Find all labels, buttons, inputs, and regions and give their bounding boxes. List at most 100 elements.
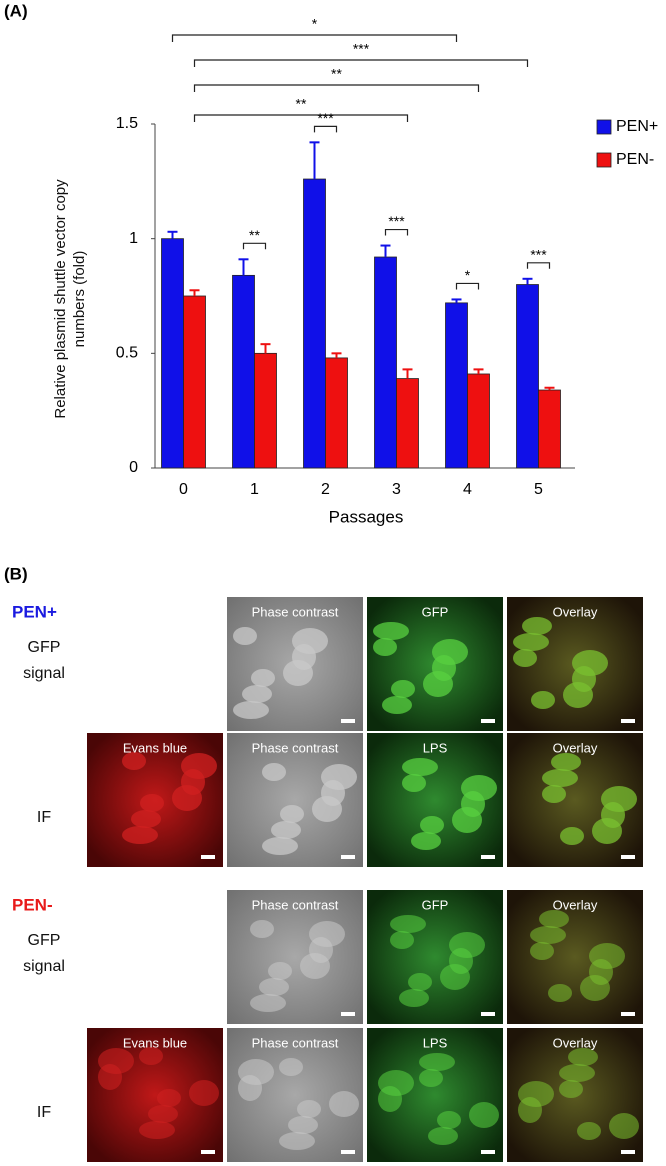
cell xyxy=(297,1100,321,1118)
error-bar xyxy=(544,386,555,391)
cell xyxy=(390,931,414,949)
error-bar xyxy=(522,277,533,285)
cell xyxy=(139,1121,175,1139)
micrograph-label: LPS xyxy=(423,740,448,755)
panel-label: (A) xyxy=(4,1,28,20)
cell xyxy=(131,810,161,828)
significance-bracket xyxy=(242,242,267,250)
scale-bar xyxy=(201,1150,215,1154)
micrograph xyxy=(367,890,503,1024)
bar xyxy=(325,357,348,469)
cell xyxy=(140,794,164,812)
cell xyxy=(321,764,357,790)
legend-swatch xyxy=(596,152,612,168)
significance-label: * xyxy=(312,16,318,32)
cell xyxy=(373,638,397,656)
cell xyxy=(279,1132,315,1150)
cell xyxy=(262,837,298,855)
row-label: IF xyxy=(36,809,52,826)
x-tick-label: 4 xyxy=(463,481,472,498)
error-bar xyxy=(473,368,484,374)
cell xyxy=(189,1080,219,1106)
cell xyxy=(373,622,409,640)
cell xyxy=(531,691,555,709)
bar xyxy=(232,274,255,469)
y-tick-label: 1 xyxy=(129,230,138,247)
cell xyxy=(408,973,432,991)
cell xyxy=(122,752,146,770)
cell xyxy=(271,821,301,839)
significance-label: *** xyxy=(530,247,547,263)
significance-bracket xyxy=(193,114,409,122)
bar xyxy=(445,302,468,469)
legend-swatch xyxy=(596,119,612,135)
scale-bar xyxy=(481,1150,495,1154)
bar xyxy=(161,238,184,469)
y-tick-label: 1.5 xyxy=(116,115,138,132)
cell xyxy=(139,1047,163,1065)
error-bar xyxy=(309,141,320,180)
y-tick-label: 0 xyxy=(129,459,138,476)
cell xyxy=(292,628,328,654)
scale-bar xyxy=(341,855,355,859)
panel-label: (B) xyxy=(4,564,28,583)
cell xyxy=(399,989,429,1007)
micrograph-label: Phase contrast xyxy=(252,604,339,619)
cell xyxy=(268,962,292,980)
group-label: PEN+ xyxy=(12,602,57,621)
bar xyxy=(538,389,561,469)
cell xyxy=(402,774,426,792)
error-bar xyxy=(189,289,200,296)
cell xyxy=(419,1069,443,1087)
scale-bar xyxy=(621,1150,635,1154)
cell xyxy=(513,649,537,667)
significance-label: *** xyxy=(317,110,334,126)
cell xyxy=(242,685,272,703)
x-tick-label: 3 xyxy=(392,481,401,498)
cell xyxy=(449,932,485,958)
significance-bracket xyxy=(526,262,551,269)
y-axis-title: Relative plasmid shuttle vector copy num… xyxy=(52,179,88,419)
cell xyxy=(309,921,345,947)
bar xyxy=(254,352,277,469)
cell xyxy=(548,984,572,1002)
micrograph-label: GFP xyxy=(422,604,449,619)
cell xyxy=(280,805,304,823)
significance-bracket xyxy=(171,34,458,42)
row-label: IF xyxy=(36,1104,52,1121)
cell xyxy=(251,669,275,687)
cell xyxy=(390,915,426,933)
error-bar xyxy=(260,343,271,354)
y-tick-label: 0.5 xyxy=(116,345,138,362)
cell xyxy=(233,701,269,719)
legend-label: PEN- xyxy=(616,151,654,168)
significance-label: *** xyxy=(353,41,370,57)
micrograph-label: Overlay xyxy=(553,740,598,755)
micrograph xyxy=(227,890,363,1024)
significance-label: ** xyxy=(249,227,260,243)
significance-label: ** xyxy=(296,96,307,112)
bar xyxy=(467,373,490,469)
significance-bracket xyxy=(193,59,529,67)
micrograph-label: Phase contrast xyxy=(252,1035,339,1050)
cell xyxy=(250,994,286,1012)
significance-bracket xyxy=(384,228,409,236)
micrograph-label: GFP xyxy=(422,897,449,912)
error-bar xyxy=(451,298,462,303)
bar xyxy=(303,178,326,469)
cell xyxy=(542,769,578,787)
micrograph-label: Phase contrast xyxy=(252,897,339,912)
cell xyxy=(601,786,637,812)
micrograph-label: Evans blue xyxy=(123,740,187,755)
scale-bar xyxy=(481,1012,495,1016)
cell xyxy=(542,785,566,803)
cell xyxy=(148,1105,178,1123)
group-label: PEN- xyxy=(12,895,53,914)
cell xyxy=(233,627,257,645)
scale-bar xyxy=(341,719,355,723)
cell xyxy=(461,775,497,801)
row-label: GFP signal xyxy=(23,932,65,975)
cell xyxy=(98,1048,134,1074)
